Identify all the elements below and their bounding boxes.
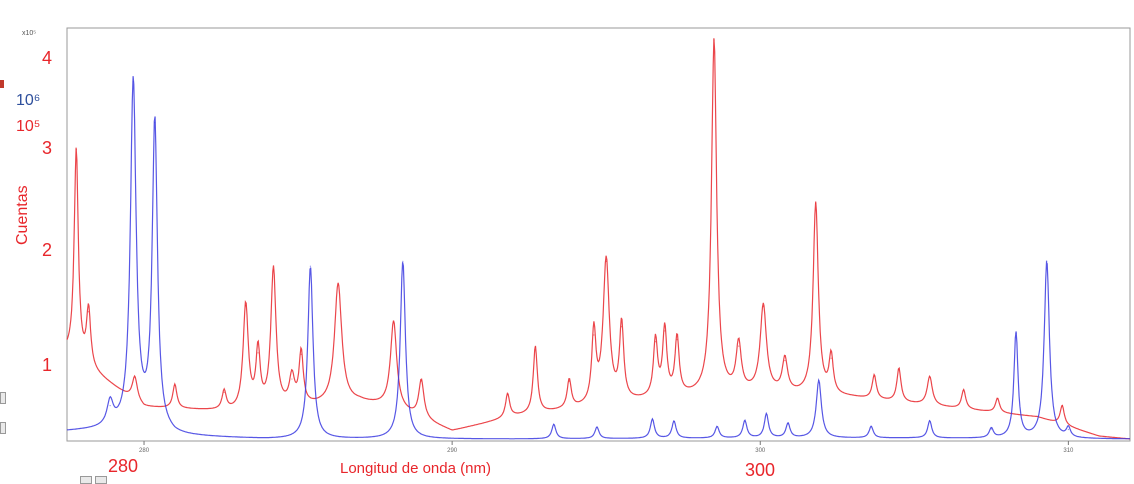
red-series-peak-24 — [762, 306, 764, 308]
red-series-peak-22 — [713, 39, 715, 41]
red-series-peak-0 — [75, 148, 77, 151]
blue-series-peak-6 — [596, 426, 598, 428]
x-axis-small-labels: 280 290 300 310 — [139, 448, 1074, 454]
blue-series-peak-8 — [673, 420, 675, 422]
blue-series-peak-10 — [744, 420, 746, 422]
red-spectrum-series — [66, 38, 1130, 440]
scale-note: x10⁵ — [22, 30, 36, 37]
y-tick-label-3: 3 — [42, 138, 53, 158]
red-series-peak-25 — [784, 360, 786, 362]
y-axis-label: Cuentas — [14, 185, 31, 245]
red-series-peak-21 — [676, 339, 678, 341]
red-series-peak-13 — [507, 393, 509, 396]
x-axis-label: Longitud de onda (nm) — [340, 460, 491, 477]
red-series-peak-15 — [568, 380, 570, 382]
red-series-peak-29 — [898, 368, 900, 370]
red-series-peak-32 — [996, 397, 999, 400]
scale-label-1e5: 10⁵ — [16, 118, 41, 135]
x-tick-label-290: 290 — [447, 448, 458, 454]
series-color-marker — [0, 80, 4, 88]
blue-series-peak-7 — [651, 418, 654, 420]
blue-series-peak-13 — [818, 379, 820, 382]
plot-frame — [66, 27, 1131, 442]
red-series-peak-28 — [873, 375, 875, 377]
red-series-peak-30 — [929, 376, 931, 378]
blue-series-peak-5 — [553, 423, 555, 426]
red-series-peak-10 — [337, 283, 339, 285]
scroll-right-button[interactable] — [95, 476, 107, 484]
red-series-peak-33 — [1061, 404, 1063, 407]
red-series-peak-2 — [134, 376, 136, 378]
x-tick-label-280-large: 280 — [108, 456, 139, 476]
blue-series-peak-3 — [309, 265, 312, 267]
red-series-peak-1 — [87, 311, 90, 313]
red-series-peak-3 — [174, 384, 176, 386]
blue-series-peak-11 — [765, 413, 768, 415]
red-series-peak-23 — [738, 345, 740, 347]
blue-series-peak-12 — [787, 423, 789, 425]
red-series-peak-17 — [605, 260, 607, 262]
red-series-peak-27 — [830, 357, 832, 359]
x-axis-small-ticks — [143, 441, 1069, 445]
blue-spectrum-series — [66, 76, 1130, 440]
red-series-peak-8 — [291, 378, 293, 380]
zoom-control-upper[interactable] — [0, 392, 6, 404]
red-series-peak-16 — [593, 334, 595, 336]
red-series-peak-14 — [534, 346, 536, 348]
red-series-peak-20 — [664, 330, 666, 332]
x-tick-label-300-large: 300 — [745, 460, 776, 480]
blue-series-peak-17 — [1015, 332, 1017, 334]
blue-series-peak-14 — [870, 425, 872, 428]
blue-series-peak-16 — [990, 428, 992, 430]
y-tick-label-1: 1 — [42, 355, 53, 375]
scale-label-1e6: 10⁶ — [16, 92, 41, 109]
red-series-peak-7 — [272, 269, 275, 271]
x-tick-label-310: 310 — [1063, 448, 1074, 454]
x-tick-label-280: 280 — [139, 448, 150, 454]
red-series-peak-18 — [621, 326, 623, 328]
red-series-peak-5 — [245, 305, 247, 307]
red-series-line — [66, 38, 1130, 440]
red-series-peak-31 — [963, 389, 965, 391]
blue-series-peak-15 — [929, 420, 931, 422]
blue-series-peak-19 — [1067, 428, 1069, 431]
y-tick-label-4: 4 — [42, 48, 53, 68]
x-tick-label-300: 300 — [755, 448, 766, 454]
red-series-peak-11 — [393, 321, 395, 323]
blue-series-peak-9 — [716, 426, 718, 428]
zoom-control-lower[interactable] — [0, 422, 6, 434]
blue-series-peak-18 — [1046, 260, 1048, 262]
scroll-left-button[interactable] — [80, 476, 92, 484]
blue-series-line — [66, 76, 1130, 440]
blue-series-peak-2 — [154, 122, 156, 124]
blue-series-peak-4 — [402, 260, 404, 262]
red-series-peak-26 — [815, 203, 817, 205]
red-series-peak-6 — [257, 352, 259, 354]
red-series-peak-9 — [300, 353, 302, 355]
red-series-peak-4 — [223, 391, 225, 393]
red-series-peak-19 — [654, 341, 657, 343]
y-tick-label-2: 2 — [42, 240, 53, 260]
red-series-peak-12 — [420, 380, 422, 382]
blue-series-peak-0 — [109, 404, 111, 407]
blue-series-peak-1 — [132, 81, 134, 83]
